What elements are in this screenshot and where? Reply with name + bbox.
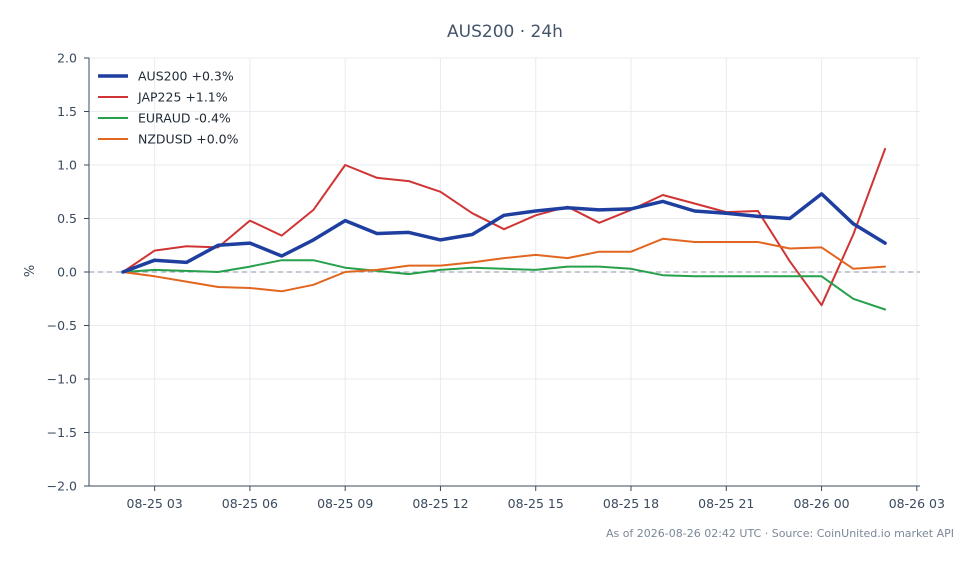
x-tick-label: 08-25 21 (698, 496, 754, 511)
x-tick-label: 08-25 18 (603, 496, 659, 511)
y-tick-label: 0.0 (57, 265, 77, 280)
x-tick-label: 08-25 09 (317, 496, 373, 511)
y-tick-label: 1.5 (57, 104, 77, 119)
y-axis-label: % (23, 265, 38, 277)
x-tick-label: 08-25 15 (508, 496, 564, 511)
series-line-aus200 (121, 192, 887, 274)
y-tick-label: −1.0 (47, 372, 77, 387)
source-footnote: As of 2026-08-26 02:42 UTC · Source: Coi… (606, 527, 954, 540)
x-tick-label: 08-25 06 (222, 496, 278, 511)
y-tick-label: −2.0 (47, 479, 77, 494)
legend-label: NZDUSD +0.0% (138, 132, 239, 147)
series-line-jap225 (121, 147, 887, 307)
y-tick-label: 0.5 (57, 211, 77, 226)
legend-label: AUS200 +0.3% (138, 69, 234, 84)
series-line-nzdusd (121, 237, 887, 293)
series-layer (121, 147, 887, 311)
x-tick-label: 08-26 03 (889, 496, 945, 511)
y-tick-label: 2.0 (57, 51, 77, 66)
ticks: 2.0 1.5 1.0 0.5 0.0 −0.5 −1.0 −1.5 −2.0 08-25 03 0… (47, 51, 945, 512)
legend: AUS200 +0.3% JAP225 +1.1% EURAUD -0.4% NZDU… (98, 69, 239, 147)
chart-title: AUS200 · 24h (447, 22, 563, 42)
series-line-euraud (121, 259, 887, 311)
y-tick-label: −0.5 (47, 318, 77, 333)
x-tick-label: 08-25 12 (412, 496, 468, 511)
y-tick-label: 1.0 (57, 158, 77, 173)
legend-label: JAP225 +1.1% (137, 90, 228, 105)
x-tick-label: 08-26 00 (793, 496, 849, 511)
y-tick-label: −1.5 (47, 425, 77, 440)
legend-label: EURAUD -0.4% (138, 111, 231, 126)
x-tick-label: 08-25 03 (127, 496, 183, 511)
